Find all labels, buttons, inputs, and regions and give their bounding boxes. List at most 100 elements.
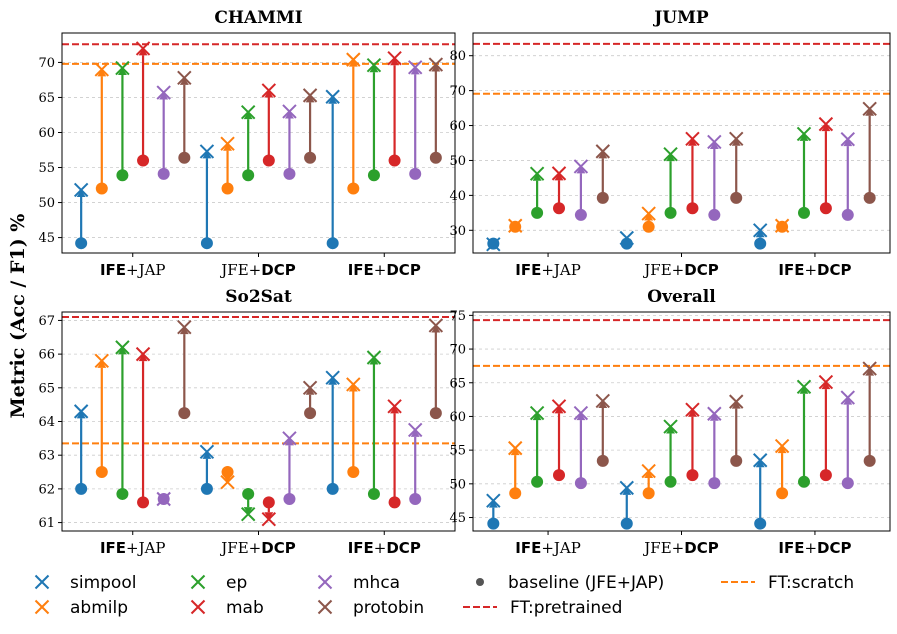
- mhca-result-point: [156, 491, 171, 507]
- mhca-arrow-head: [576, 166, 586, 174]
- mab-baseline-point: [819, 202, 832, 215]
- simpool-arrow-head: [622, 487, 632, 495]
- protobin-result-point: [177, 319, 192, 335]
- y-tick-label: 62: [38, 482, 55, 497]
- y-tick-label: 60: [449, 119, 466, 134]
- protobin-result-point: [729, 394, 744, 409]
- ep-baseline-point: [664, 475, 677, 488]
- abmilp-baseline-point: [347, 182, 360, 195]
- legend-label: FT:scratch: [768, 573, 854, 593]
- abmilp-arrow-head: [644, 471, 654, 479]
- abmilp-arrow-head: [510, 448, 520, 456]
- mhca-result-point: [156, 85, 171, 100]
- mhca-result-point: [707, 406, 722, 421]
- abmilp-result-point: [508, 440, 523, 456]
- y-axis-label: Metric (Acc / F1) %: [7, 214, 29, 419]
- protobin-result-point: [595, 144, 610, 159]
- mhca-baseline-point: [283, 167, 296, 180]
- protobin-baseline-point: [429, 407, 442, 420]
- ep-result-point: [663, 146, 678, 162]
- simpool-result-point: [486, 237, 501, 252]
- ep-baseline-point: [116, 169, 129, 182]
- abmilp-result-point: [774, 218, 790, 233]
- x-tick-label-part: IFE: [100, 539, 126, 557]
- y-tick-label: 55: [38, 161, 55, 176]
- protobin-baseline-point: [596, 191, 609, 204]
- x-tick-label-part: IFE: [778, 539, 804, 557]
- mhca-arrow-head: [159, 92, 169, 100]
- ep-baseline-point: [797, 206, 810, 219]
- mab-baseline-point: [388, 154, 401, 167]
- x-tick-label-part: +: [804, 261, 817, 279]
- abmilp-baseline-point: [347, 466, 360, 479]
- x-tick-label: JFE+DCP: [219, 261, 295, 279]
- simpool-result-point: [325, 370, 340, 385]
- simpool-baseline-point: [620, 517, 633, 530]
- abmilp-result-point: [508, 218, 523, 233]
- y-tick-label: 60: [449, 410, 466, 425]
- mab-arrow-head: [821, 382, 831, 390]
- ep-arrow-head: [799, 133, 809, 141]
- simpool-baseline-point: [487, 517, 500, 530]
- mhca-baseline-point: [841, 208, 854, 221]
- simpool-baseline-point: [200, 237, 213, 250]
- simpool-result-point: [73, 182, 89, 198]
- y-tick-label: 40: [449, 189, 466, 204]
- protobin-result-point: [428, 57, 444, 72]
- mab-baseline-point: [553, 469, 566, 482]
- ep-baseline-point: [116, 487, 129, 500]
- ep-result-point: [115, 340, 130, 355]
- ep-baseline-point: [367, 487, 380, 500]
- mab-arrow-head: [821, 124, 831, 132]
- legend-label: ep: [226, 573, 247, 593]
- mhca-result-point: [707, 134, 722, 150]
- x-tick-label-part: +JAP: [126, 261, 166, 279]
- legend-marker: [34, 599, 50, 615]
- x-tick-label-part: +JAP: [126, 539, 166, 557]
- mab-arrow-head: [390, 58, 400, 66]
- x-tick-label-part: +JAP: [541, 539, 581, 557]
- protobin-arrow-head: [179, 77, 189, 85]
- mhca-result-point: [282, 104, 297, 119]
- simpool-result-point: [199, 444, 215, 460]
- legend-marker: [476, 578, 484, 586]
- legend-label: mhca: [353, 573, 400, 593]
- y-tick-label: 80: [449, 49, 466, 64]
- y-tick-label: 60: [38, 126, 55, 141]
- x-tick-label: IFE+JAP: [100, 539, 166, 557]
- panel-frame: [472, 32, 891, 254]
- y-tick-label: 65: [38, 381, 55, 396]
- abmilp-result-point: [220, 136, 235, 151]
- abmilp-baseline-point: [776, 487, 789, 500]
- abmilp-baseline-point: [95, 182, 108, 195]
- protobin-arrow-head: [598, 400, 608, 408]
- x-tick-label-part: DCP: [817, 261, 851, 279]
- y-tick-label: 63: [38, 449, 55, 464]
- simpool-result-point: [325, 89, 340, 104]
- y-tick-label: 65: [449, 376, 466, 391]
- y-tick-label: 70: [449, 343, 466, 358]
- y-tick-label: 75: [449, 309, 466, 324]
- protobin-baseline-point: [304, 407, 317, 420]
- abmilp-result-point: [641, 463, 656, 479]
- mab-baseline-point: [262, 154, 275, 167]
- abmilp-baseline-point: [221, 182, 234, 195]
- mab-result-point: [387, 399, 402, 414]
- y-tick-label: 67: [38, 314, 55, 329]
- y-tick-label: 65: [38, 91, 55, 106]
- y-tick-label: 55: [449, 444, 466, 459]
- y-tick-label: 61: [38, 516, 55, 531]
- protobin-result-point: [302, 380, 318, 396]
- ep-arrow-head: [666, 154, 676, 162]
- protobin-baseline-point: [863, 191, 876, 204]
- ep-arrow-head: [243, 507, 253, 515]
- protobin-arrow-head: [598, 151, 608, 159]
- x-tick-label-part: DCP: [684, 539, 718, 557]
- ep-result-point: [663, 419, 678, 434]
- ep-result-point: [366, 58, 382, 73]
- ep-result-point: [529, 166, 545, 181]
- protobin-arrow-head: [431, 64, 441, 72]
- mab-arrow-head: [264, 512, 274, 520]
- mhca-arrow-head: [843, 139, 853, 147]
